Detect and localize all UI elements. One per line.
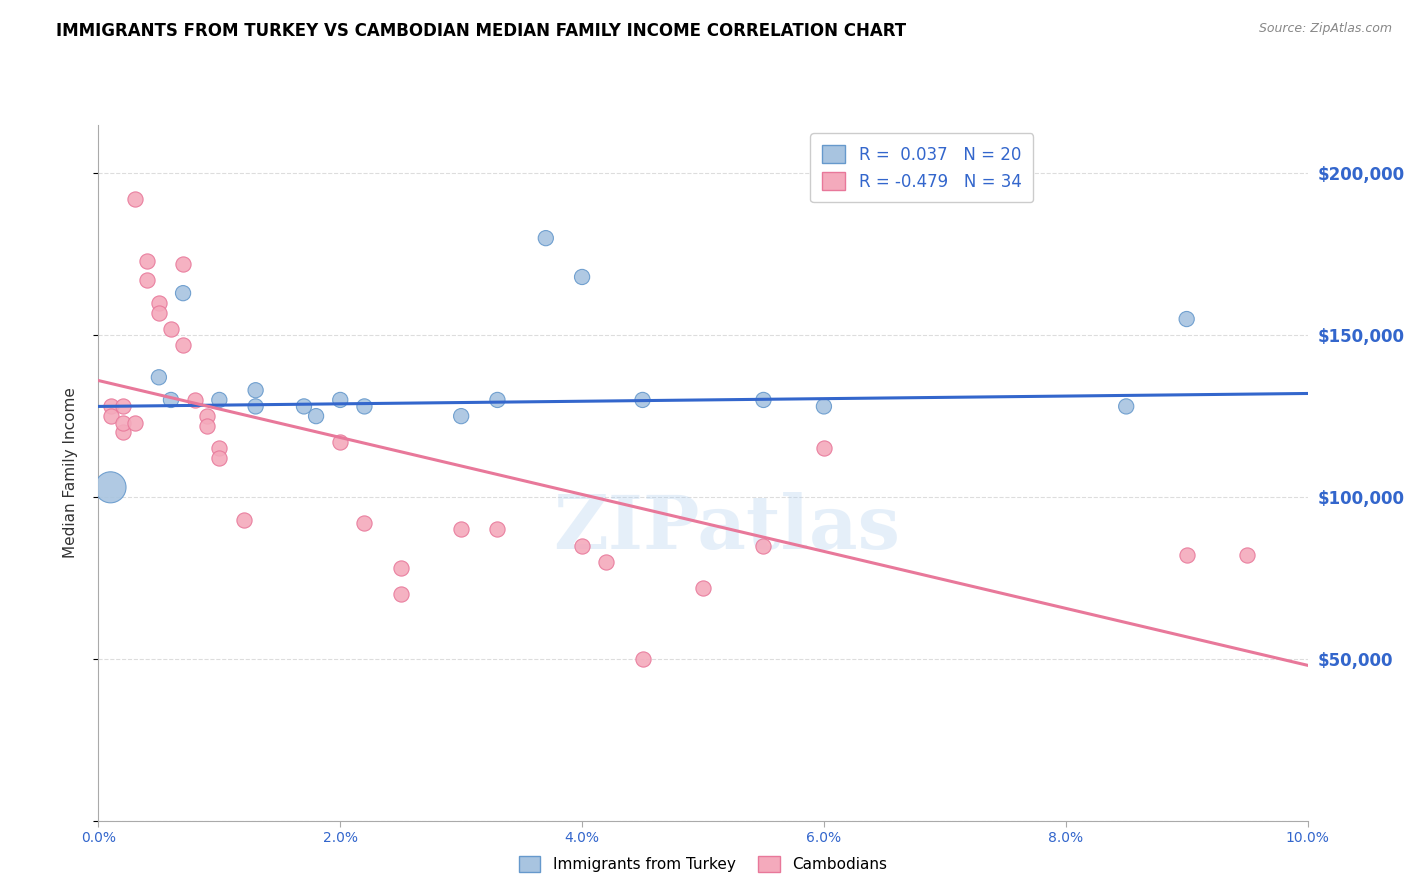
Point xyxy=(692,581,714,595)
Point xyxy=(450,409,472,424)
Point xyxy=(450,522,472,536)
Point xyxy=(208,451,231,466)
Point xyxy=(486,522,509,536)
Point xyxy=(1115,400,1137,414)
Point xyxy=(631,392,654,407)
Point xyxy=(100,409,122,424)
Legend: Immigrants from Turkey, Cambodians: Immigrants from Turkey, Cambodians xyxy=(512,848,894,880)
Point xyxy=(292,400,315,414)
Point xyxy=(160,322,183,336)
Point xyxy=(534,231,557,245)
Point xyxy=(148,370,170,384)
Point xyxy=(631,652,654,666)
Point xyxy=(111,400,134,414)
Point xyxy=(813,442,835,456)
Point xyxy=(245,400,267,414)
Point xyxy=(245,383,267,397)
Point xyxy=(571,539,593,553)
Legend: R =  0.037   N = 20, R = -0.479   N = 34: R = 0.037 N = 20, R = -0.479 N = 34 xyxy=(810,133,1033,202)
Point xyxy=(111,416,134,430)
Point xyxy=(1236,549,1258,563)
Point xyxy=(329,392,352,407)
Point xyxy=(305,409,328,424)
Point xyxy=(148,305,170,319)
Point xyxy=(100,400,122,414)
Point xyxy=(111,425,134,440)
Point xyxy=(1175,549,1198,563)
Point xyxy=(172,257,194,271)
Y-axis label: Median Family Income: Median Family Income xyxy=(63,387,77,558)
Point xyxy=(389,587,412,601)
Text: IMMIGRANTS FROM TURKEY VS CAMBODIAN MEDIAN FAMILY INCOME CORRELATION CHART: IMMIGRANTS FROM TURKEY VS CAMBODIAN MEDI… xyxy=(56,22,907,40)
Point xyxy=(135,253,157,268)
Point xyxy=(184,392,207,407)
Point xyxy=(389,561,412,575)
Point xyxy=(752,392,775,407)
Point xyxy=(100,480,122,494)
Point xyxy=(353,516,375,530)
Point xyxy=(1175,312,1198,326)
Point xyxy=(135,273,157,287)
Point xyxy=(813,400,835,414)
Point xyxy=(124,192,146,206)
Point xyxy=(195,418,218,433)
Point xyxy=(486,392,509,407)
Point xyxy=(124,416,146,430)
Point xyxy=(172,286,194,301)
Point xyxy=(148,296,170,310)
Point xyxy=(571,270,593,285)
Point xyxy=(172,338,194,352)
Point xyxy=(232,513,254,527)
Point xyxy=(595,555,617,569)
Point xyxy=(208,392,231,407)
Point xyxy=(195,409,218,424)
Text: Source: ZipAtlas.com: Source: ZipAtlas.com xyxy=(1258,22,1392,36)
Text: ZIPatlas: ZIPatlas xyxy=(554,491,901,565)
Point xyxy=(160,392,183,407)
Point xyxy=(752,539,775,553)
Point xyxy=(329,435,352,450)
Point xyxy=(208,442,231,456)
Point xyxy=(353,400,375,414)
